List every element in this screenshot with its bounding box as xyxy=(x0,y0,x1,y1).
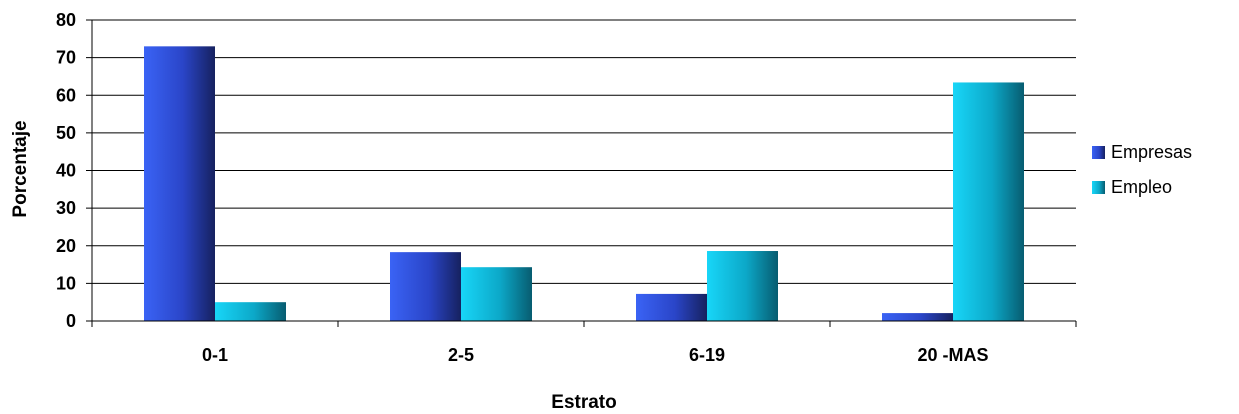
legend-label-empresas: Empresas xyxy=(1111,142,1192,162)
y-tick-label: 40 xyxy=(56,161,76,181)
legend: Empresas Empleo xyxy=(1092,142,1192,197)
legend-swatch-empresas xyxy=(1092,146,1105,159)
x-tick-label: 20 -MAS xyxy=(917,345,988,365)
legend-label-empleo: Empleo xyxy=(1111,177,1172,197)
bar-empresas-6-19 xyxy=(636,293,707,321)
x-tick-label: 0-1 xyxy=(202,345,228,365)
gridlines xyxy=(92,19,1076,284)
bar-empleo-6-19 xyxy=(707,251,778,321)
y-tick-label: 70 xyxy=(56,48,76,68)
x-axis-title: Estrato xyxy=(551,392,616,413)
bars xyxy=(144,46,1024,322)
y-tick-label: 50 xyxy=(56,123,76,143)
legend-swatch-empleo xyxy=(1092,181,1105,194)
y-tick-label: 10 xyxy=(56,273,76,293)
y-tick-label: 60 xyxy=(56,85,76,105)
y-tick-label: 80 xyxy=(56,10,76,30)
y-tick-label: 20 xyxy=(56,236,76,256)
bar-empleo-0-1 xyxy=(215,302,286,321)
bar-empleo-20-mas xyxy=(953,82,1024,322)
bar-empresas-0-1 xyxy=(144,46,215,322)
bar-empleo-2-5 xyxy=(461,267,532,321)
x-tick-label: 6-19 xyxy=(689,345,725,365)
bar-empresas-20-mas xyxy=(882,313,953,321)
y-tick-label: 30 xyxy=(56,198,76,218)
bar-empresas-2-5 xyxy=(390,252,461,321)
axes: 0 10 20 30 40 50 60 70 80 0-1 2-5 6-19 20 -MAS xyxy=(56,10,1077,365)
x-tick-label: 2-5 xyxy=(448,345,474,365)
y-axis-title: Porcentaje xyxy=(10,120,31,217)
y-tick-label: 0 xyxy=(66,311,76,331)
